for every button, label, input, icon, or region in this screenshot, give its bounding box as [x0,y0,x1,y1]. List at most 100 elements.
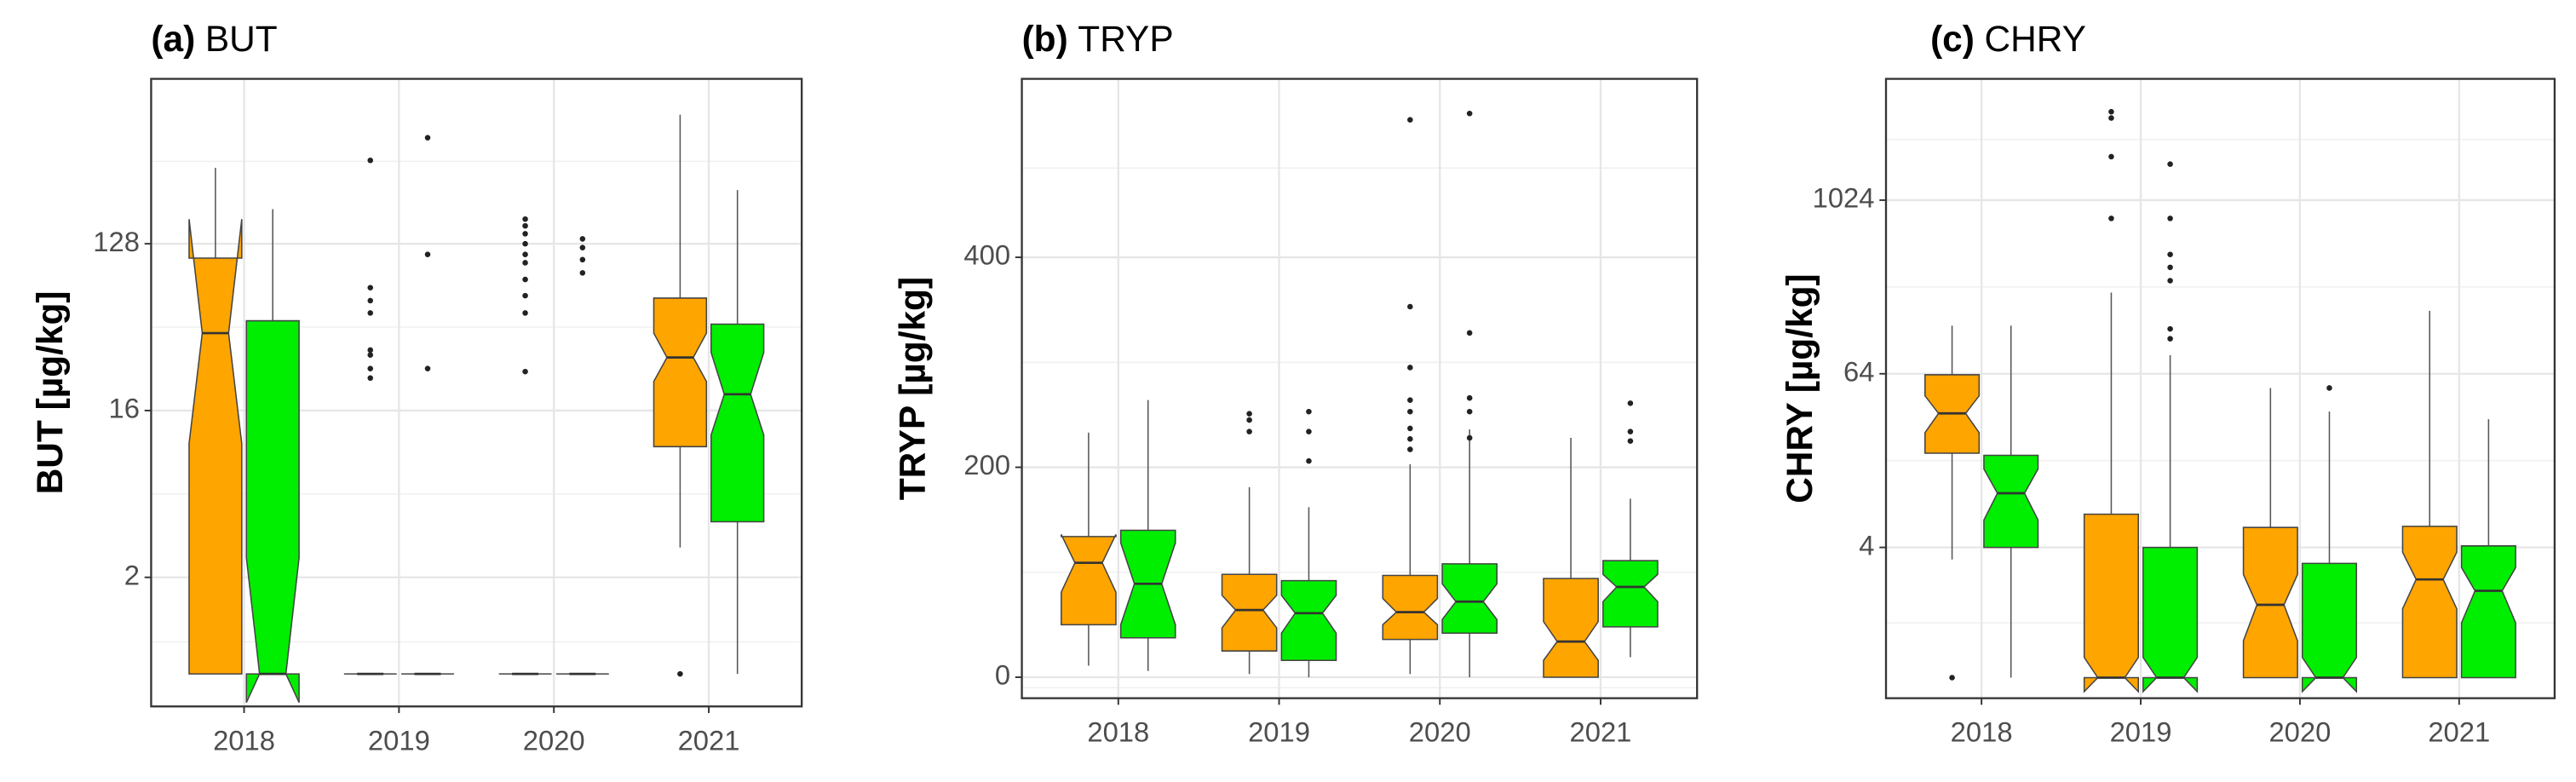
outlier [1466,408,1473,415]
box [1382,574,1439,641]
outlier [1407,303,1413,310]
box [1061,534,1117,626]
outlier [677,670,683,677]
y-tick-label: 0 [995,659,1010,691]
panel-border [150,78,803,708]
outlier [2326,385,2332,391]
outlier [367,352,374,358]
outlier [2167,264,2173,271]
outlier [579,270,586,276]
box [2142,546,2199,693]
x-tick-label: 2019 [2110,716,2172,748]
y-axis-label: BUT [µg/kg] [30,291,70,495]
outlier [424,135,431,141]
outlier [522,222,528,229]
x-tick-label: 2018 [213,724,275,756]
x-tick-label: 2019 [368,724,430,756]
outlier [1407,425,1413,432]
title-text: CHRY [1984,19,2085,59]
outlier [1466,330,1473,336]
box [1441,563,1498,635]
box [1543,578,1599,678]
box [188,219,243,675]
outlier [579,244,586,250]
outlier [1466,434,1473,441]
outlier [2108,216,2114,221]
outlier [367,157,374,164]
outlier [522,240,528,247]
x-tick-label: 2021 [2428,716,2490,748]
outlier [579,256,586,263]
outlier [1466,394,1473,401]
outlier [522,216,528,222]
outlier [2108,153,2114,160]
outlier [1407,365,1413,371]
box [710,323,765,523]
outlier [367,375,374,382]
y-tick-label: 400 [963,239,1010,271]
outlier [2167,336,2173,342]
title-text: TRYP [1078,19,1173,59]
x-tick-label: 2018 [1087,716,1149,748]
box [2401,526,2458,679]
outlier [367,297,374,304]
outlier [424,365,431,371]
box [2460,545,2516,679]
title-text: BUT [205,19,278,59]
outlier [1466,110,1473,117]
outlier [1627,438,1634,445]
y-tick-label: 4 [1859,529,1874,561]
outlier [367,310,374,316]
outlier [1407,397,1413,403]
outlier [2167,325,2173,332]
panel-letter: (b) [1022,19,1068,59]
panel-border [1021,78,1699,699]
outlier [522,292,528,299]
outlier [522,231,528,237]
box [2083,513,2139,693]
panel-letter: (c) [1930,19,1975,59]
outlier [522,310,528,316]
panel: 0 200 400 2018 2019 2020 2021 (b) TRYP TRYP [µg/k… [892,19,1699,748]
outlier [522,276,528,283]
outlier [1407,117,1413,123]
box [2301,562,2358,693]
y-tick-label: 200 [963,449,1010,480]
y-tick-label: 64 [1843,355,1874,387]
x-tick-label: 2021 [1570,716,1632,748]
box [2242,526,2298,679]
y-tick-label: 1024 [1813,182,1875,214]
panel-letter: (a) [151,19,195,59]
outlier [367,347,374,354]
outlier [522,251,528,257]
y-axis-label: CHRY [µg/kg] [1780,273,1820,503]
x-tick-label: 2021 [678,724,740,756]
outlier [522,260,528,266]
y-tick-label: 2 [124,559,140,590]
outlier [2108,115,2114,121]
outlier [1949,675,1955,681]
outlier [1246,411,1252,417]
x-tick-label: 2020 [523,724,585,756]
outlier [1627,400,1634,406]
outlier [2167,251,2173,258]
x-tick-label: 2020 [2268,716,2331,748]
y-axis-label: TRYP [µg/kg] [892,277,932,500]
panel-title: (c) CHRY [1930,19,2086,59]
box [245,319,300,704]
x-tick-label: 2019 [1248,716,1310,748]
outlier [2167,161,2173,167]
box [1280,579,1337,662]
panel-title: (a) BUT [151,19,277,59]
x-tick-label: 2020 [1409,716,1471,748]
panel: 4 64 1024 2018 2019 2020 2021 (c) CHRY CHRY [µg/k… [1780,19,2556,748]
outlier [1407,408,1413,415]
outlier [424,251,431,257]
outlier [522,368,528,375]
outlier [2167,278,2173,284]
outlier [367,285,374,291]
panel-title: (b) TRYP [1022,19,1174,59]
outlier [1306,457,1312,464]
outlier [367,365,374,371]
